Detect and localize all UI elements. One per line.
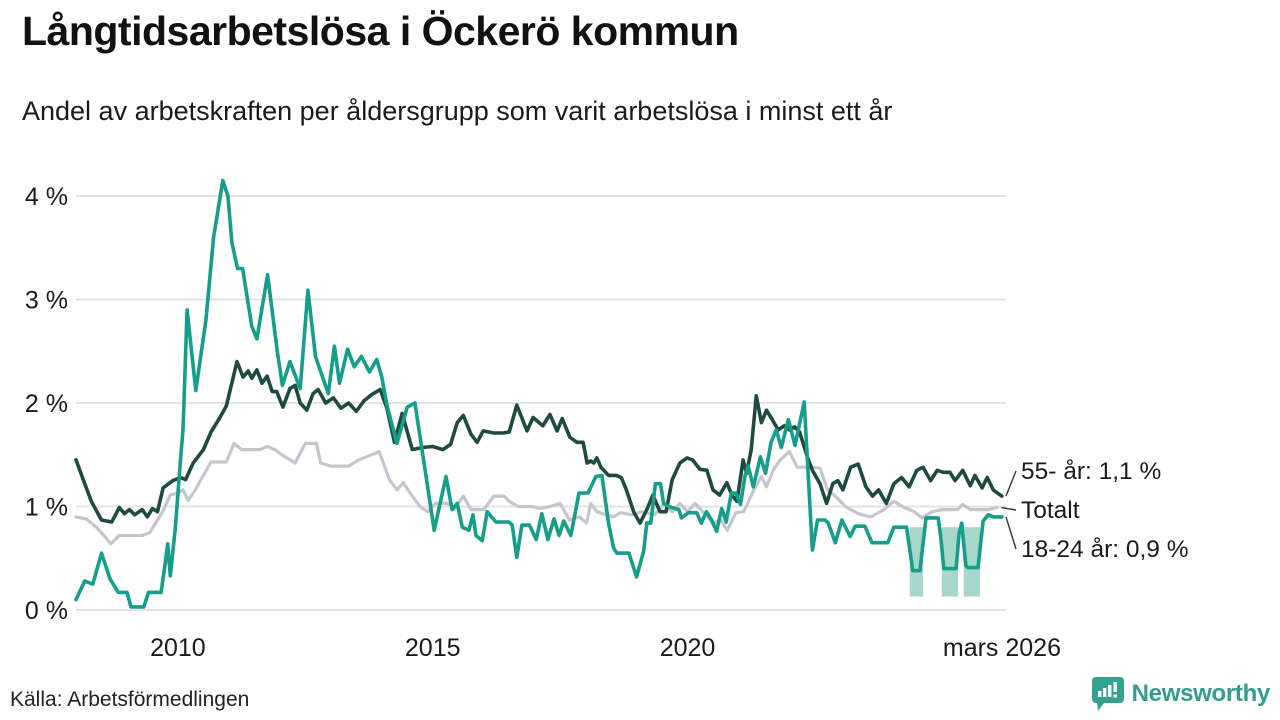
- series-line-dark_green: [74, 359, 1004, 525]
- y-tick-label: 3 %: [25, 287, 68, 315]
- y-tick-label: 2 %: [25, 390, 68, 418]
- series-line-teal: [74, 178, 1004, 609]
- newsworthy-wordmark: Newsworthy: [1131, 680, 1271, 707]
- label-connector: [1001, 506, 1017, 511]
- label-connector: [1005, 516, 1017, 550]
- y-tick-label: 1 %: [25, 494, 68, 522]
- x-tick-label: mars 2026: [943, 634, 1061, 662]
- x-tick-label: 2020: [660, 634, 716, 662]
- y-tick-label: 4 %: [25, 183, 68, 211]
- newsworthy-bubble-icon: [1091, 677, 1124, 711]
- source-note: Källa: Arbetsförmedlingen: [10, 688, 250, 711]
- uncertainty-band: [963, 527, 981, 597]
- series-line-gray: [74, 441, 1000, 546]
- series-end-label: Totalt: [1021, 497, 1080, 524]
- newsworthy-logo: Newsworthy: [1091, 676, 1270, 712]
- page-subtitle: Andel av arbetskraften per åldersgrupp s…: [22, 96, 893, 126]
- x-tick-label: 2010: [150, 634, 206, 662]
- label-connector: [1005, 470, 1017, 497]
- page-title: Långtidsarbetslösa i Öckerö kommun: [22, 8, 739, 54]
- uncertainty-band: [941, 527, 959, 597]
- series-end-label: 55- år: 1,1 %: [1021, 458, 1161, 485]
- uncertainty-band: [909, 527, 923, 597]
- x-tick-label: 2015: [405, 634, 461, 662]
- series-end-label: 18-24 år: 0,9 %: [1021, 536, 1189, 563]
- y-tick-label: 0 %: [25, 597, 68, 625]
